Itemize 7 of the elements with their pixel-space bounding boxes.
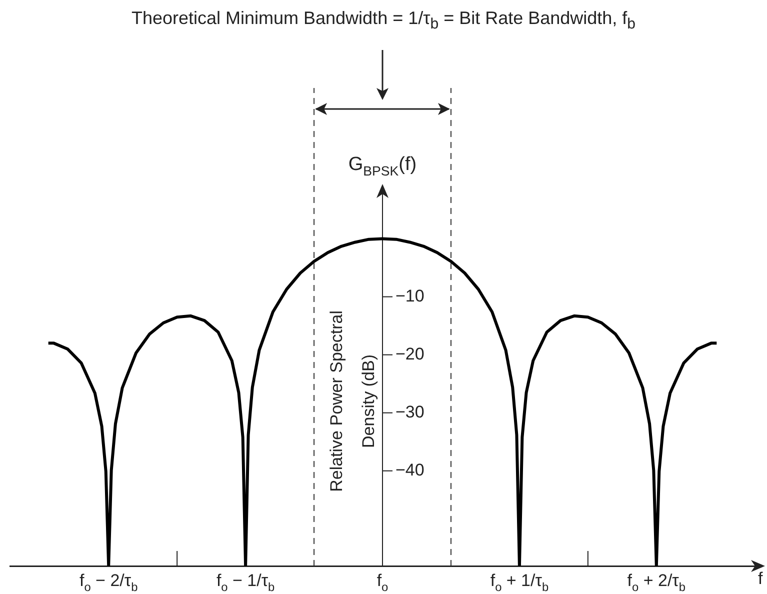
- y-tick-label: −20: [396, 344, 424, 364]
- x-axis-title: f: [758, 569, 763, 588]
- y-tick-label: −10: [396, 286, 424, 306]
- chart-title: Theoretical Minimum Bandwidth = 1/τ$_{b}$ = Bit Rate Bandwidth, f$_{b}$: [130, 8, 637, 33]
- y-axis-title: Relative Power Spectral Density (dB): [327, 310, 378, 492]
- y-tick-label: −40: [396, 460, 424, 480]
- y-tick-label: −30: [396, 402, 424, 422]
